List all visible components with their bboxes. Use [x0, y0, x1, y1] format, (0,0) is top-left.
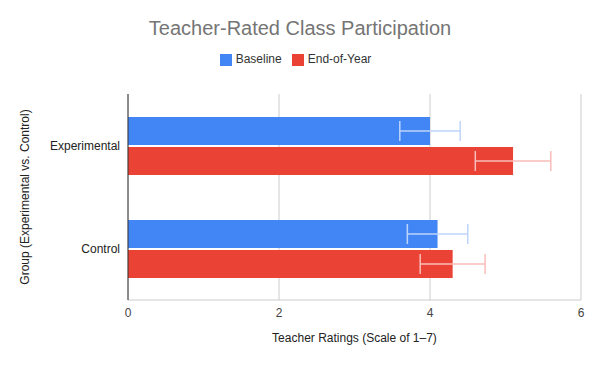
svg-text:Control: Control: [81, 242, 120, 256]
html-text:Baseline: Baseline: [235, 52, 282, 66]
svg-text:2: 2: [276, 306, 283, 320]
svg-text:6: 6: [578, 306, 585, 320]
html-text:Teacher-Rated Class Participat: Teacher-Rated Class Participation: [148, 17, 452, 39]
svg-text:4: 4: [427, 306, 434, 320]
svg-text:Teacher Ratings (Scale of 1–7): Teacher Ratings (Scale of 1–7): [272, 331, 437, 345]
svg-text:Group (Experimental vs. Contro: Group (Experimental vs. Control): [18, 109, 32, 284]
html-text:End-of-Year: End-of-Year: [307, 52, 372, 66]
svg-text:Experimental: Experimental: [50, 139, 120, 153]
svg-text:0: 0: [125, 306, 132, 320]
